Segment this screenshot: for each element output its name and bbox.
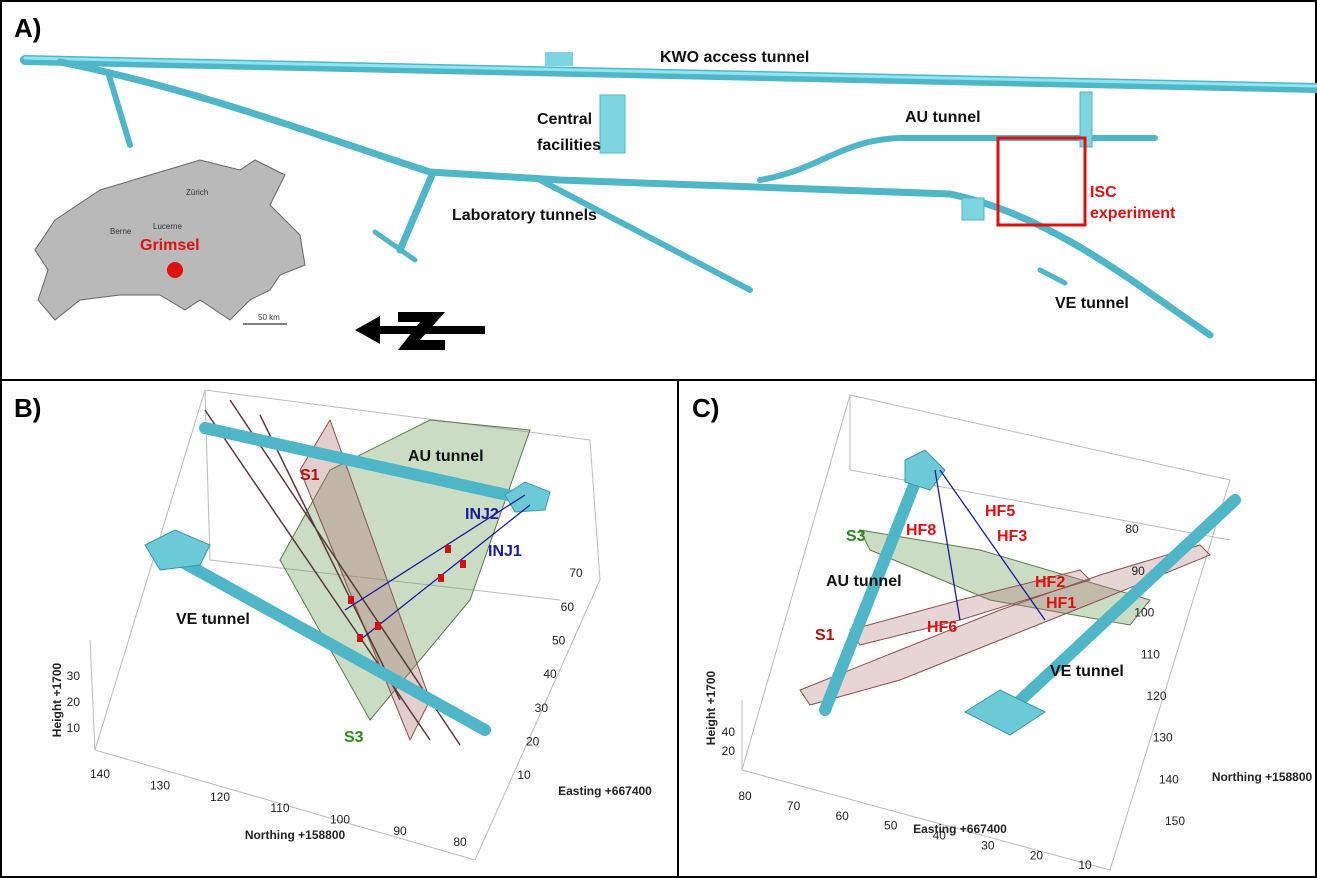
tick-label: 100 [1134,606,1154,620]
north-arrow [355,312,485,350]
interval [375,622,381,630]
tick-label: 130 [1153,731,1173,745]
label: S1 [815,627,835,644]
tunnel [108,72,130,145]
tick-label: 110 [270,801,289,815]
label: VE tunnel [1055,295,1129,312]
interval [445,545,451,553]
scale-label: 50 km [258,313,280,322]
label: AU tunnel [408,448,484,465]
axis-label: Easting +667400 [913,822,1007,836]
frame [1,1,1316,877]
tunnel-head [145,530,210,570]
tick-label: 130 [150,779,170,793]
tick-label: 80 [1125,522,1139,536]
tick-label: 140 [90,767,110,781]
tick-label: 90 [393,824,407,838]
site-marker [167,262,183,278]
facility [545,52,573,66]
tick-label: 120 [1147,689,1167,703]
label: KWO access tunnel [660,49,809,66]
axis-label: Northing +158800 [245,828,346,842]
label: Central [537,111,592,128]
tick-label: 20 [1030,848,1044,862]
label: HF1 [1046,595,1076,612]
label: HF6 [927,619,957,636]
panel-label: B) [14,393,41,423]
tunnel [540,180,750,290]
tunnel [760,138,1155,180]
tick-label: 120 [210,790,230,804]
label: HF8 [906,522,936,539]
panel-a: A) KWO access tunnel Central facilities … [14,13,1317,350]
label: facilities [537,137,601,154]
tick-label: 70 [787,799,801,813]
tick-label: 50 [884,819,898,833]
label: INJ1 [488,543,522,560]
tick-label: 70 [569,566,583,580]
label: INJ2 [465,506,499,523]
tick-label: 30 [981,838,995,852]
tunnel [400,175,432,250]
tick-label: 10 [67,721,81,735]
label: VE tunnel [176,611,250,628]
tick-label: 110 [1141,647,1160,661]
facility [600,95,625,153]
panel-label: C) [692,393,719,423]
city: Lucerne [153,222,182,231]
city: Zürich [186,188,208,197]
tick-label: 30 [535,701,549,715]
tick-label: 30 [67,669,81,683]
tick-label: 100 [330,813,350,827]
tick-label: 40 [543,667,557,681]
tunnel-head [905,450,945,490]
tick-label: 20 [526,735,540,749]
label: AU tunnel [826,573,902,590]
panel-c: C) S3 HF8 HF5 HF3 AU tunnel HF2 HF1 S1 H… [692,393,1235,870]
tunnel [1040,270,1065,283]
label: Laboratory tunnels [452,207,597,224]
tick-label: 80 [453,835,467,849]
axis-label: Easting +667400 [558,784,652,798]
tick-label: 140 [1159,772,1179,786]
panel-label: A) [14,13,41,43]
tick-label: 10 [1078,858,1092,872]
label: S3 [344,729,364,746]
interval [348,596,354,604]
tick-label: 60 [561,600,575,614]
label: VE tunnel [1050,663,1124,680]
tick-label: 50 [552,634,566,648]
label: Grimsel [140,237,200,254]
label: HF2 [1035,574,1065,591]
label: HF3 [997,528,1027,545]
label: HF5 [985,503,1015,520]
facility [962,198,984,220]
label: S3 [846,528,866,545]
label: AU tunnel [905,109,981,126]
tick-label: 60 [835,809,849,823]
axis-label: Height +1700 [704,670,718,745]
axis-label: Northing +158800 [1212,770,1313,784]
tick-label: 10 [517,768,531,782]
tick-label: 90 [1131,564,1145,578]
interval [357,634,363,642]
tick-label: 20 [67,695,81,709]
figure: A) KWO access tunnel Central facilities … [0,0,1317,878]
axis-label: Height +1700 [50,662,64,737]
tick-label: 40 [722,725,736,739]
label: experiment [1090,205,1176,222]
city: Berne [110,227,132,236]
interval [460,560,466,568]
interval [438,574,444,582]
tick-label: 150 [1165,814,1185,828]
label: ISC [1090,184,1117,201]
tunnel-head [965,690,1045,735]
label: S1 [300,467,320,484]
tick-label: 80 [738,789,752,803]
panel-b: B) S1 AU tunnel INJ2 INJ1 VE tunnel S3 [14,390,600,860]
tick-label: 20 [722,744,736,758]
